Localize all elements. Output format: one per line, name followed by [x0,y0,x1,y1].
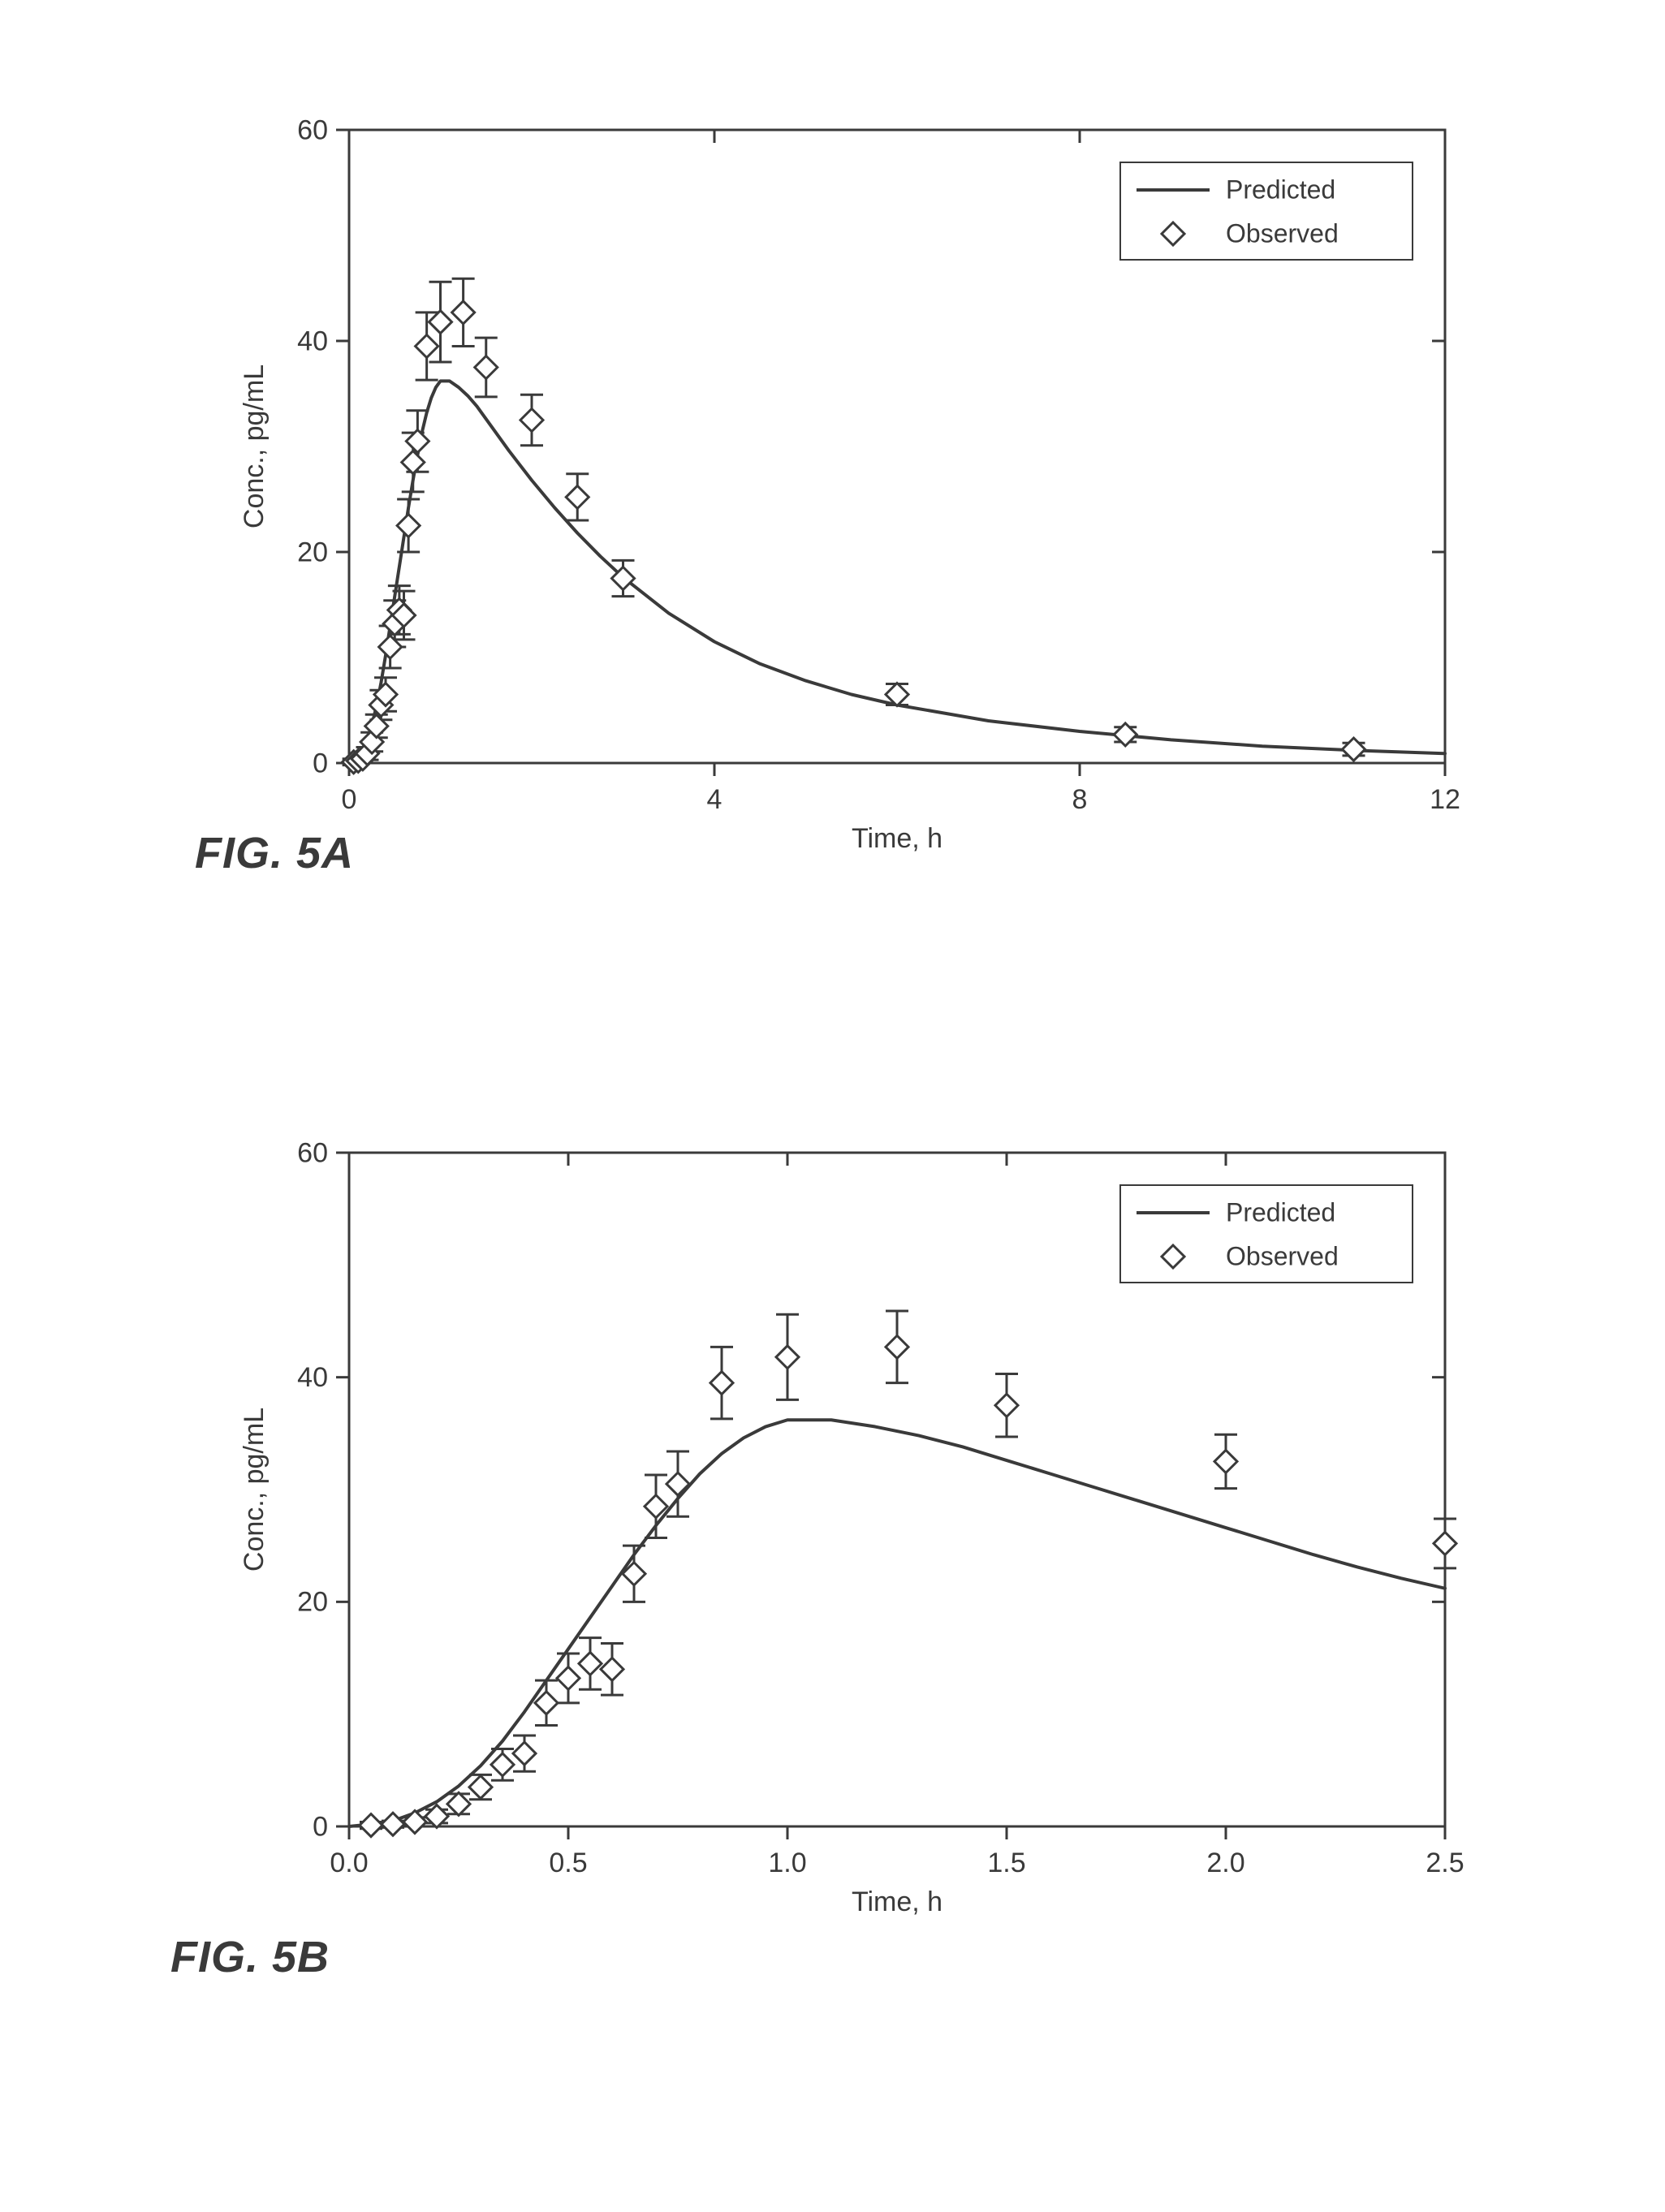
observed-marker [535,1692,558,1714]
x-tick-label: 0 [342,784,357,815]
observed-marker [469,1776,492,1799]
y-axis-label: Conc., pg/mL [239,1408,270,1572]
legend-label: Predicted [1226,1198,1335,1227]
observed-marker [416,335,438,358]
observed-marker [513,1742,536,1765]
legend-label: Predicted [1226,175,1335,205]
observed-marker [566,485,589,508]
observed-marker [710,1372,733,1395]
y-tick-label: 40 [297,326,328,356]
observed-marker [475,356,498,379]
x-axis-label: Time, h [852,823,942,852]
observed-marker [601,1658,623,1680]
x-tick-label: 4 [707,784,723,815]
chart-b-container: 0.0 0.5 1.0 1.5 2.0 2.5 0 20 40 60 Time, h Conc., p… [211,1120,1477,1924]
observed-marker [429,311,452,334]
x-tick-label: 0.0 [330,1848,368,1878]
x-tick-label: 12 [1430,784,1460,815]
legend-label: Observed [1226,219,1339,248]
observed-marker [776,1346,799,1369]
observed-marker [1434,1532,1456,1554]
observed-marker [397,515,420,537]
y-tick-label: 60 [297,1137,328,1168]
chart-a-container: 0 4 8 12 0 20 40 60 Time, h Conc., pg/mL Predicted… [211,97,1477,852]
page: 0 4 8 12 0 20 40 60 Time, h Conc., pg/mL Predicted… [0,0,1665,2212]
x-axis-label: Time, h [852,1886,942,1917]
observed-marker [447,1792,470,1815]
y-tick-label: 0 [313,1811,328,1842]
x-tick-label: 2.5 [1426,1848,1464,1878]
chart-a: 0 4 8 12 0 20 40 60 Time, h Conc., pg/mL Predicted… [211,97,1477,852]
observed-marker [1214,1450,1237,1473]
observed-marker [1343,738,1365,761]
x-tick-label: 1.0 [768,1848,806,1878]
observed-marker [382,1813,404,1835]
observed-marker [886,1335,908,1358]
observed-marker [520,409,543,432]
x-tick-label: 8 [1072,784,1088,815]
y-tick-label: 20 [297,1587,328,1618]
observed-marker [995,1394,1018,1416]
figure-label-b: FIG. 5B [170,1932,330,1982]
legend-label: Observed [1226,1242,1339,1271]
y-tick-label: 40 [297,1362,328,1393]
chart-b: 0.0 0.5 1.0 1.5 2.0 2.5 0 20 40 60 Time, h Conc., p… [211,1120,1477,1924]
observed-marker [402,451,425,474]
x-tick-label: 1.5 [987,1848,1025,1878]
observed-marker [360,1814,382,1837]
x-tick-label: 2.0 [1206,1848,1244,1878]
observed-marker [403,1810,426,1833]
observed-marker [491,1753,514,1776]
y-tick-label: 20 [297,537,328,567]
figure-label-a: FIG. 5A [195,828,354,878]
x-tick-label: 0.5 [549,1848,587,1878]
y-tick-label: 60 [297,114,328,145]
y-tick-label: 0 [313,748,328,778]
observed-marker [579,1652,602,1675]
observed-marker [557,1667,580,1689]
observed-marker [452,301,475,324]
y-axis-label: Conc., pg/mL [239,364,270,528]
